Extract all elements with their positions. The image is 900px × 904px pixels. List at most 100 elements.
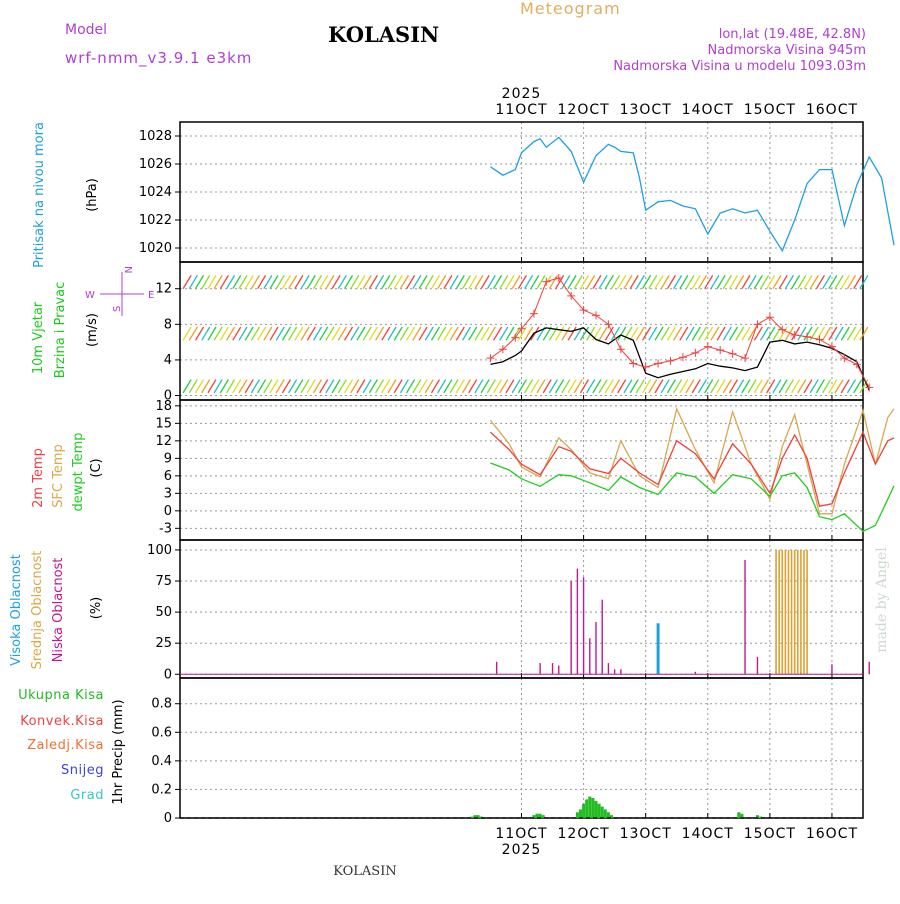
- y-tick-label: 12: [155, 282, 172, 297]
- wind-barb: [424, 326, 434, 341]
- top-year-label: 2025: [502, 86, 542, 102]
- wind-barb: [741, 326, 751, 341]
- wind-barb: [505, 379, 515, 394]
- wind-barb: [213, 275, 223, 290]
- wind-barb: [468, 379, 478, 394]
- wind-barb: [430, 275, 441, 290]
- wind-barb: [493, 326, 503, 341]
- wind-barb: [747, 326, 757, 341]
- wind-barb: [381, 326, 391, 341]
- precip-bar: [606, 812, 610, 818]
- compass-w: W: [85, 290, 95, 301]
- wind-barb: [828, 275, 838, 290]
- wind-barb: [759, 379, 770, 394]
- wind-gust-marker: [616, 345, 625, 354]
- wind-barb: [530, 275, 540, 290]
- wind-barb: [486, 379, 496, 394]
- wind-barb: [312, 379, 323, 394]
- wind-gust-marker: [815, 335, 824, 344]
- wind-barb: [188, 275, 198, 290]
- panel-frame: [179, 677, 864, 819]
- wind-barb: [399, 379, 409, 394]
- wind-barb: [219, 326, 229, 341]
- wind-barb: [617, 326, 627, 341]
- wind-barb: [238, 326, 248, 341]
- wind-barb: [623, 379, 633, 394]
- wind-barb: [524, 379, 534, 394]
- wind-barb: [846, 275, 857, 290]
- wind-barb: [728, 326, 739, 341]
- wind-barb: [673, 275, 683, 290]
- wind-barb: [226, 275, 236, 290]
- precip-bar: [476, 815, 480, 818]
- wind-gust-marker: [604, 320, 613, 329]
- precip-bar: [585, 799, 589, 818]
- wind-barb: [207, 275, 217, 290]
- wind-barb: [213, 379, 223, 394]
- wind-barb: [629, 326, 639, 341]
- wind-barb: [766, 275, 776, 290]
- wind-barb: [735, 326, 745, 341]
- wind-barb: [840, 379, 850, 394]
- wind-gust-marker: [579, 306, 588, 315]
- wind-barb: [753, 379, 763, 394]
- wind-barb: [300, 326, 310, 341]
- wind-barb: [604, 275, 614, 290]
- wind-barb: [406, 275, 416, 290]
- y-tick-label: 0.6: [151, 725, 172, 740]
- wind-barb: [859, 275, 869, 290]
- wind-barb: [207, 379, 217, 394]
- meteogram-label: Meteogram: [520, 0, 621, 18]
- wind-barb: [728, 379, 739, 394]
- wind-barb: [536, 275, 546, 290]
- wind-barb: [772, 275, 782, 290]
- wind-barb: [288, 275, 298, 290]
- cloud-label-high: Visoka Oblacnost: [9, 554, 24, 666]
- pressure-line: [490, 136, 895, 253]
- wind-barb: [697, 379, 708, 394]
- wind-barb: [263, 326, 273, 341]
- wind-barb: [791, 379, 801, 394]
- wind-gust-marker: [827, 342, 836, 351]
- wind-barb: [610, 275, 621, 290]
- wind-barb: [443, 379, 453, 394]
- y-tick-label: 1020: [139, 241, 172, 256]
- compass-n: N: [122, 266, 133, 273]
- wind-barb: [424, 275, 434, 290]
- wind-barb: [294, 275, 304, 290]
- wind-barb: [635, 379, 645, 394]
- wind-barb: [381, 275, 391, 290]
- wind-barb: [325, 275, 335, 290]
- wind-barb: [393, 326, 403, 341]
- y-tick-label: 18: [155, 399, 172, 414]
- wind-barb: [629, 275, 639, 290]
- precip-bar: [538, 813, 542, 818]
- compass-e: E: [148, 290, 154, 301]
- wind-barb: [592, 379, 602, 394]
- wind-barb: [505, 275, 515, 290]
- wind-barb: [753, 326, 763, 341]
- wind-barb: [610, 379, 621, 394]
- wind-barb: [269, 326, 279, 341]
- wind-barb: [362, 326, 372, 341]
- wind-barb: [660, 379, 670, 394]
- wind-barb: [356, 379, 366, 394]
- model-label: Model: [65, 22, 107, 38]
- wind-barb: [412, 326, 422, 341]
- top-date-label: 16OCT: [806, 102, 858, 118]
- wind-barb: [350, 326, 360, 341]
- top-date-label: 11OCT: [495, 102, 547, 118]
- elevation-label: Nadmorska Visina 945m: [708, 43, 867, 58]
- wind-barb: [387, 379, 397, 394]
- wind-gust-marker: [554, 274, 563, 283]
- wind-barb: [430, 326, 441, 341]
- wind-barb: [524, 275, 534, 290]
- wind-gust-marker: [865, 383, 874, 392]
- wind-barb: [263, 379, 273, 394]
- wind-barb: [710, 379, 720, 394]
- wind-gust-marker: [517, 324, 526, 333]
- wind-barb: [312, 326, 323, 341]
- y-tick-label: 0.4: [151, 754, 172, 769]
- y-tick-label: 75: [155, 574, 172, 589]
- wind-barb: [474, 275, 484, 290]
